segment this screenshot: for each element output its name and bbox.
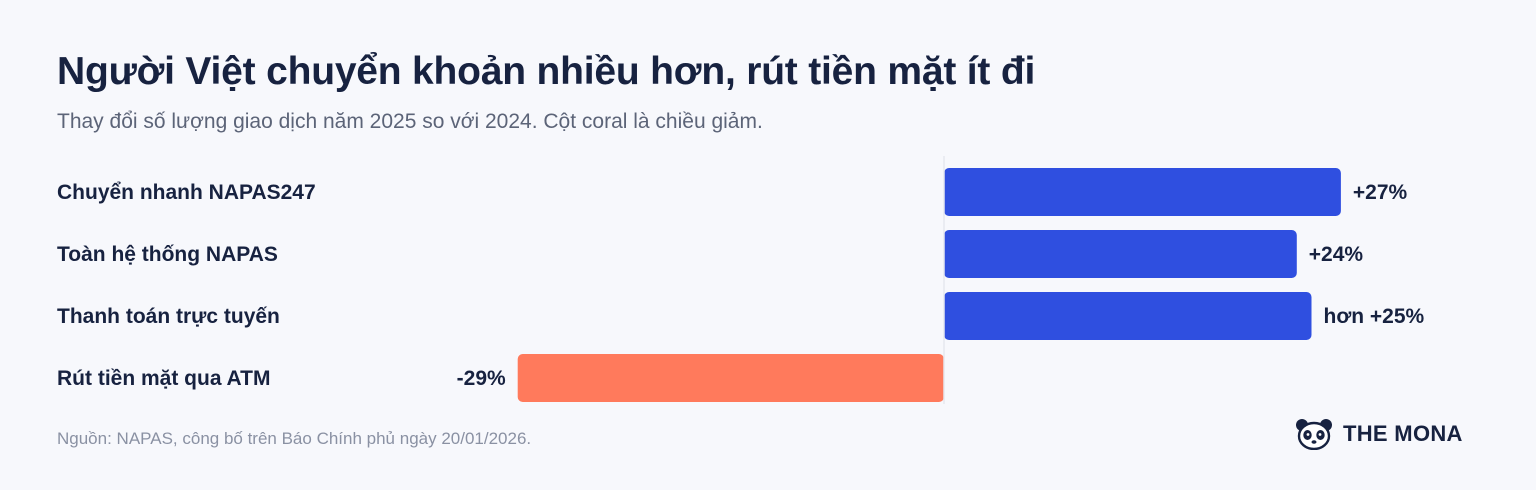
bar xyxy=(944,230,1297,278)
value-label: -29% xyxy=(457,367,506,390)
category-label: Chuyển nhanh NAPAS247 xyxy=(57,181,316,204)
category-label: Rút tiền mặt qua ATM xyxy=(57,367,271,390)
category-label: Toàn hệ thống NAPAS xyxy=(57,243,278,266)
brand-name: THE MONA xyxy=(1343,421,1463,446)
value-label: hơn +25% xyxy=(1324,305,1425,328)
chart-title: Người Việt chuyển khoản nhiều hơn, rút t… xyxy=(57,50,1036,93)
category-label: Thanh toán trực tuyến xyxy=(57,305,280,328)
bar-chart: Chuyển nhanh NAPAS247 +27% Toàn hệ thống N… xyxy=(57,156,1425,404)
source-note: Nguồn: NAPAS, công bố trên Báo Chính phủ… xyxy=(57,429,532,448)
bar xyxy=(944,168,1341,216)
value-label: +27% xyxy=(1353,181,1408,204)
value-label: +24% xyxy=(1309,243,1364,266)
chart-subtitle: Thay đổi số lượng giao dịch năm 2025 so … xyxy=(57,110,763,133)
bar xyxy=(944,292,1312,340)
brand-logo: THE MONA xyxy=(1294,418,1463,450)
panda-icon xyxy=(1296,419,1332,450)
bar xyxy=(517,354,944,402)
